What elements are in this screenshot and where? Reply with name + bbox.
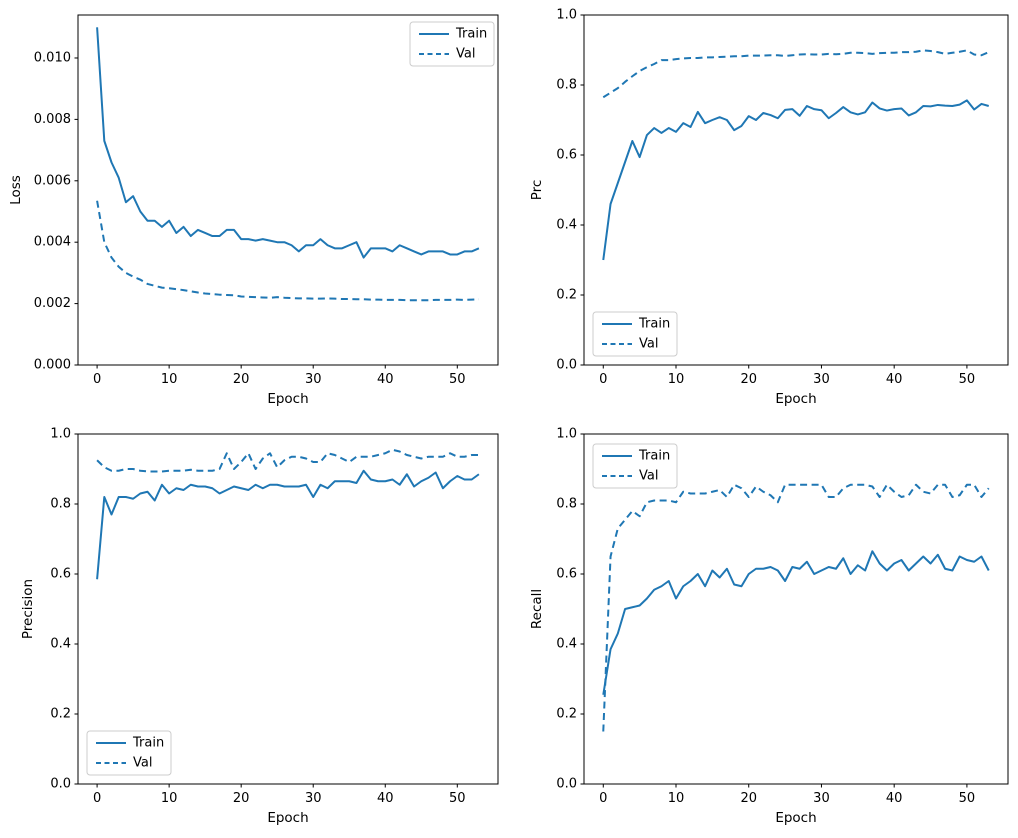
x-tick-label: 10 [668,372,685,387]
x-tick-label: 0 [93,372,101,387]
x-tick-label: 40 [886,791,903,806]
legend-train-label: Train [132,736,164,751]
x-tick-label: 0 [93,791,101,806]
recall-chart: 0 10 20 30 40 50 0.0 0.2 0.4 0.6 0.8 1.0 Epoch Recall… [509,419,1018,838]
loss-chart: 0 10 20 30 40 50 0.000 0.002 0.004 0.006 0.008 0.01… [0,0,509,419]
x-axis-label: Epoch [775,391,816,407]
legend: Train Val [592,311,678,357]
y-axis-label: Precision [20,579,36,639]
val-line [602,49,990,99]
train-line [602,550,990,695]
y-tick-label: 1.0 [50,427,71,442]
x-tick-label: 30 [813,372,830,387]
train-line [96,27,480,259]
x-tick-label: 30 [305,372,322,387]
y-tick-label: 0.004 [34,235,71,250]
y-tick-label: 1.0 [556,427,577,442]
legend: Train Val [409,21,495,67]
x-tick-label: 20 [740,791,757,806]
x-tick-label: 20 [233,372,250,387]
val-line [96,200,479,302]
x-tick-label: 10 [668,791,685,806]
train-line [602,99,990,261]
x-tick-label: 20 [740,372,757,387]
legend: Train Val [592,443,678,489]
y-tick-label: 0.0 [556,777,577,792]
axes-frame [77,14,499,366]
y-tick-label: 0.008 [34,112,71,127]
axes-frame [77,433,499,785]
x-tick-label: 10 [161,791,178,806]
x-tick-label: 50 [959,791,976,806]
x-tick-label: 0 [599,791,607,806]
x-tick-label: 50 [449,791,466,806]
x-tick-label: 20 [233,791,250,806]
x-tick-label: 30 [305,791,322,806]
loss-plot: 0 10 20 30 40 50 0.000 0.002 0.004 0.006 0.008 0.01… [8,14,499,407]
y-tick-label: 0.4 [556,218,577,233]
precision-chart: 0 10 20 30 40 50 0.0 0.2 0.4 0.6 0.8 1.0 Epoch Precis… [0,419,509,838]
x-axis-label: Epoch [775,810,816,826]
x-tick-label: 30 [813,791,830,806]
y-tick-label: 0.2 [556,707,577,722]
y-tick-label: 0.8 [50,497,71,512]
y-axis-label: Loss [8,175,24,205]
train-line [96,469,480,580]
x-axis-label: Epoch [267,810,308,826]
y-tick-label: 0.6 [50,567,71,582]
val-line [602,483,990,732]
x-tick-label: 50 [959,372,976,387]
prc-plot: 0 10 20 30 40 50 0.0 0.2 0.4 0.6 0.8 1.0 Epoch Prc Tra… [529,8,1009,407]
legend-val-label: Val [639,469,658,484]
precision-plot: 0 10 20 30 40 50 0.0 0.2 0.4 0.6 0.8 1.0 Epoch Precis… [20,427,499,826]
y-tick-label: 0.0 [50,777,71,792]
legend: Train Val [86,730,172,776]
legend-train-label: Train [638,317,670,332]
legend-train-label: Train [455,27,487,42]
axes-frame [583,14,1009,366]
y-tick-label: 0.002 [34,296,71,311]
x-tick-label: 40 [377,372,394,387]
x-axis-label: Epoch [267,391,308,407]
legend-val-label: Val [639,337,658,352]
axes-frame [583,433,1009,785]
y-tick-label: 0.8 [556,78,577,93]
y-axis-label: Prc [529,180,545,201]
y-tick-label: 0.2 [50,707,71,722]
y-tick-label: 0.2 [556,288,577,303]
x-tick-label: 10 [161,372,178,387]
y-tick-label: 0.4 [50,637,71,652]
y-tick-label: 0.0 [556,358,577,373]
y-tick-label: 0.006 [34,173,71,188]
y-tick-label: 0.6 [556,567,577,582]
x-tick-label: 40 [886,372,903,387]
legend-val-label: Val [133,756,152,771]
y-tick-label: 0.010 [34,50,71,65]
recall-plot: 0 10 20 30 40 50 0.0 0.2 0.4 0.6 0.8 1.0 Epoch Recall… [529,427,1009,826]
y-tick-label: 1.0 [556,8,577,23]
y-tick-label: 0.6 [556,148,577,163]
x-tick-label: 40 [377,791,394,806]
prc-chart: 0 10 20 30 40 50 0.0 0.2 0.4 0.6 0.8 1.0 Epoch Prc Tra… [509,0,1018,419]
legend-val-label: Val [456,47,475,62]
x-tick-label: 50 [449,372,466,387]
y-tick-label: 0.000 [34,358,71,373]
y-axis-label: Recall [529,589,545,629]
x-tick-label: 0 [599,372,607,387]
y-tick-label: 0.8 [556,497,577,512]
legend-train-label: Train [638,449,670,464]
val-line [96,448,479,473]
y-tick-label: 0.4 [556,637,577,652]
